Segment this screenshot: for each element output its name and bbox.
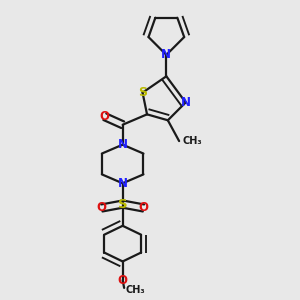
Text: CH₃: CH₃ <box>182 136 202 146</box>
Text: N: N <box>118 177 128 190</box>
Text: CH₃: CH₃ <box>125 285 145 295</box>
Text: O: O <box>100 110 110 123</box>
Text: O: O <box>118 274 128 287</box>
Text: S: S <box>138 86 147 99</box>
Text: S: S <box>118 198 128 211</box>
Text: N: N <box>118 138 128 151</box>
Text: N: N <box>161 48 171 62</box>
Text: O: O <box>139 202 148 214</box>
Text: N: N <box>181 96 191 109</box>
Text: O: O <box>97 202 107 214</box>
